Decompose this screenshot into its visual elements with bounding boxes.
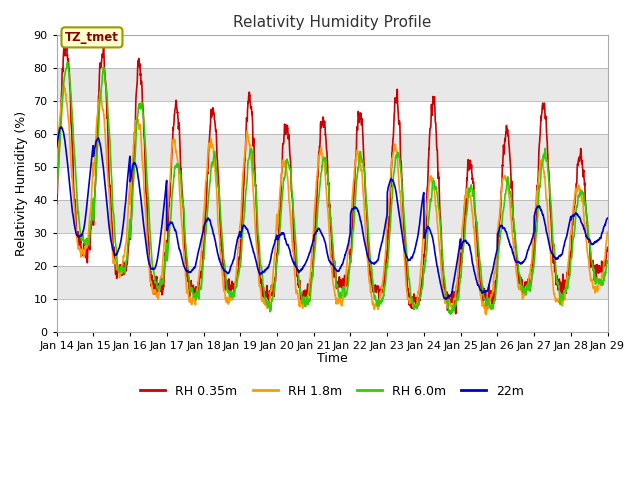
Bar: [57, 167, 607, 200]
Bar: [57, 36, 607, 68]
Legend: RH 0.35m, RH 1.8m, RH 6.0m, 22m: RH 0.35m, RH 1.8m, RH 6.0m, 22m: [136, 380, 529, 403]
Bar: [57, 299, 607, 332]
X-axis label: Time: Time: [317, 352, 348, 365]
Y-axis label: Relativity Humidity (%): Relativity Humidity (%): [15, 111, 28, 256]
Bar: [57, 68, 607, 101]
Text: TZ_tmet: TZ_tmet: [65, 31, 119, 44]
Bar: [57, 134, 607, 167]
Bar: [57, 233, 607, 266]
Title: Relativity Humidity Profile: Relativity Humidity Profile: [233, 15, 431, 30]
Bar: [57, 266, 607, 299]
Bar: [57, 200, 607, 233]
Bar: [57, 101, 607, 134]
